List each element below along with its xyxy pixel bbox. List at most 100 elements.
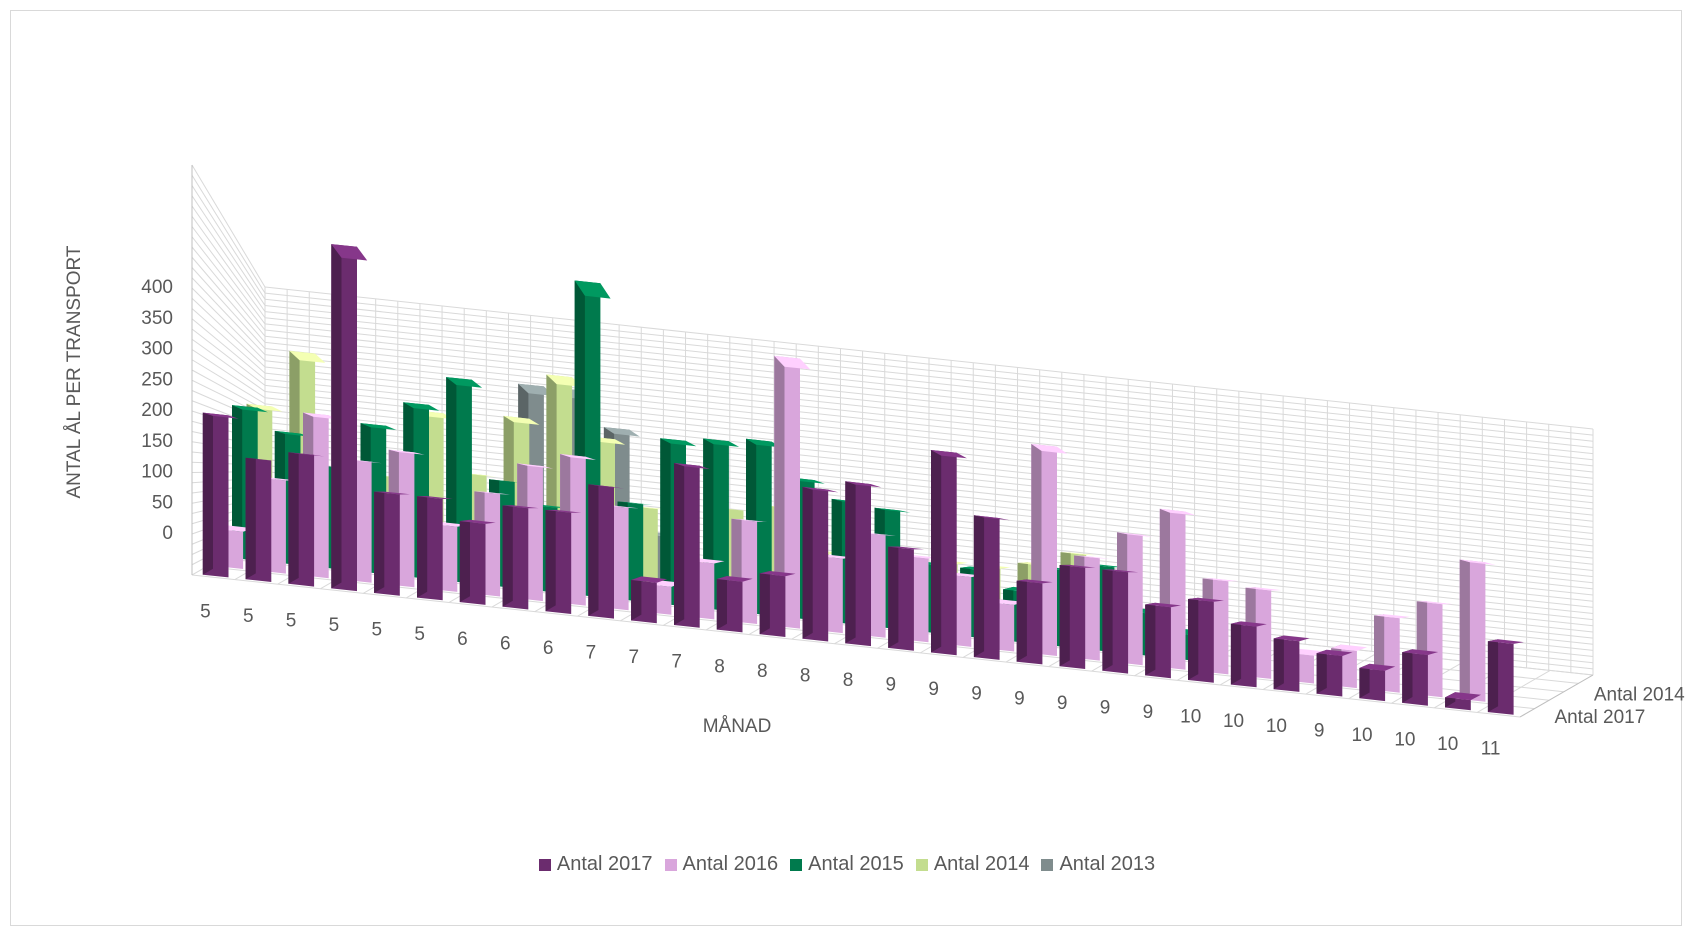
gridline-side	[191, 236, 266, 331]
bar-top-face	[1059, 564, 1096, 568]
legend-item: Antal 2017	[538, 853, 653, 876]
bar-antal-2017-2	[288, 452, 325, 587]
x-tick-label: 10	[1266, 716, 1287, 737]
bar-top-face	[274, 430, 311, 437]
bar-side-face	[1459, 559, 1470, 700]
bar-top-face	[1074, 555, 1111, 559]
bar-top-face	[245, 457, 282, 462]
bar-top-face	[674, 463, 710, 470]
x-tick-label: 5	[371, 620, 382, 641]
x-tick-label: 7	[629, 647, 640, 668]
bar-side-face	[802, 486, 813, 639]
bar-top-face	[631, 576, 668, 583]
bar-side-face	[1102, 569, 1113, 671]
x-tick-label: 7	[671, 652, 682, 673]
x-tick-label: 8	[800, 665, 811, 686]
gridline-side	[191, 328, 266, 386]
bar-top-face	[232, 405, 268, 413]
y-tick-label: 300	[141, 339, 173, 360]
bar-antal-2017-25	[1273, 635, 1310, 692]
gridline-side	[191, 267, 266, 349]
legend-swatch	[915, 859, 928, 871]
floor-edge	[1519, 674, 1594, 718]
bar-top-face	[1374, 614, 1410, 619]
gridline-side	[191, 195, 266, 306]
bar-antal-2017-3	[331, 244, 368, 592]
chart-frame	[10, 10, 1682, 926]
bar-antal-2017-23	[1188, 597, 1224, 683]
y-tick-label: 50	[152, 492, 173, 513]
bar-top-face	[603, 427, 640, 437]
gridline-side	[191, 318, 266, 380]
bar-antal-2017-27	[1359, 663, 1396, 702]
bar-top-face	[1060, 552, 1097, 556]
bar-top-face	[374, 491, 410, 495]
gridline-side	[191, 215, 266, 319]
y-tick-label: 200	[141, 400, 173, 421]
legend-swatch	[538, 859, 551, 871]
bar-top-face	[660, 438, 697, 447]
bar-top-face	[1202, 578, 1239, 582]
bar-top-face	[1402, 649, 1439, 655]
bar-top-face	[1016, 579, 1053, 584]
bar-top-face	[1159, 508, 1196, 516]
gridline-side	[191, 205, 266, 312]
legend-item: Antal 2013	[1041, 853, 1155, 876]
bar-side-face	[1273, 635, 1284, 690]
bar-antal-2017-0	[202, 412, 239, 578]
bar-side-face	[1188, 597, 1199, 680]
gridline-side	[191, 349, 266, 399]
bar-top-face	[973, 515, 1010, 521]
bar-side-face	[232, 405, 243, 558]
x-tick-label: 9	[886, 675, 897, 696]
bar-side-face	[502, 505, 513, 607]
x-tick-label: 8	[757, 661, 768, 682]
bar-antal-2017-10	[631, 576, 668, 624]
x-tick-label: 6	[543, 638, 554, 659]
bar-side-face	[545, 509, 556, 612]
x-axis-title: MÅNAD	[703, 716, 772, 737]
bar-top-face	[1230, 621, 1267, 627]
legend-item: Antal 2016	[664, 853, 778, 876]
bar-antal-2017-28	[1402, 649, 1439, 706]
chart-bars	[202, 244, 1524, 715]
x-tick-label: 10	[1180, 707, 1201, 728]
x-tick-label: 10	[1437, 734, 1458, 755]
bar-side-face	[202, 412, 213, 575]
bar-antal-2017-1	[245, 457, 282, 582]
bar-antal-2017-5	[417, 496, 453, 601]
gridline-side	[191, 185, 266, 300]
x-tick-label: 6	[500, 633, 511, 654]
bar-antal-2017-26	[1316, 649, 1353, 697]
bar-side-face	[459, 519, 470, 603]
bar-antal-2017-6	[459, 519, 496, 605]
bar-top-face	[1487, 639, 1524, 644]
bar-antal-2017-20	[1059, 564, 1096, 669]
legend-label: Antal 2017	[556, 853, 653, 875]
x-tick-label: 8	[843, 670, 854, 691]
bar-top-face	[1273, 635, 1310, 642]
x-tick-label: 5	[329, 615, 340, 636]
bar-side-face	[245, 457, 256, 580]
bar-top-face	[503, 415, 540, 425]
gridline-side	[191, 277, 266, 355]
y-tick-label: 350	[141, 308, 173, 329]
gridline-side	[191, 246, 266, 337]
bar-top-face	[731, 518, 768, 522]
y-tick-label: 400	[141, 277, 173, 298]
gridline-side	[191, 287, 266, 362]
bar-top-face	[1102, 569, 1139, 573]
gridline-side	[191, 308, 266, 374]
bar-antal-2017-30	[1487, 639, 1524, 715]
x-tick-label: 5	[414, 624, 425, 645]
bar-side-face	[1487, 639, 1499, 713]
bar-top-face	[1445, 692, 1481, 701]
bar-antal-2017-21	[1102, 569, 1139, 674]
bar-top-face	[746, 438, 782, 448]
bar-side-face	[1230, 621, 1242, 685]
gridline-side	[191, 174, 266, 294]
bar-top-face	[802, 486, 839, 493]
bar-side-face	[288, 452, 299, 584]
gridline-side	[191, 226, 266, 325]
